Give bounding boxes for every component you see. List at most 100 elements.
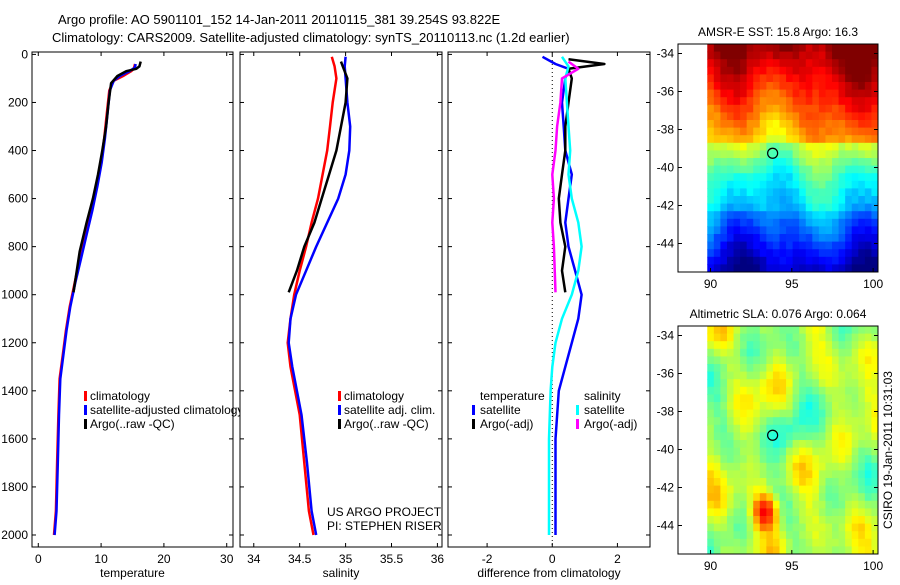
map-cell [772, 226, 781, 235]
map-cell [871, 326, 878, 335]
map-cell [818, 394, 827, 403]
map-cell [733, 150, 741, 159]
map-cell [720, 424, 728, 433]
map-cell [792, 112, 800, 121]
map-cell [864, 523, 873, 532]
map-cell [746, 264, 754, 272]
map-cell [786, 485, 794, 494]
map-cell [792, 333, 800, 342]
map-cell [753, 256, 761, 265]
map-cell [753, 211, 761, 220]
map-cell [858, 150, 866, 159]
map-cell [786, 348, 794, 357]
map-cell [825, 218, 833, 227]
map-cell [818, 409, 827, 418]
map-cell [845, 432, 853, 441]
map-cell [707, 386, 715, 395]
map-cell [851, 165, 859, 174]
map-cell [759, 538, 767, 547]
map-cell [838, 51, 846, 60]
map-cell [707, 508, 715, 517]
map-cell [825, 485, 833, 494]
map-cell [838, 364, 846, 373]
map-cell [766, 218, 774, 227]
map-cell [871, 386, 878, 395]
map-cell [720, 348, 728, 357]
map-cell [759, 546, 767, 554]
map-cell [871, 234, 878, 243]
map-cell [845, 44, 853, 53]
map-cell [805, 386, 813, 395]
map-cell [805, 417, 813, 426]
map-cell [753, 500, 761, 509]
map-cell [845, 440, 853, 449]
map-cell [759, 180, 767, 189]
map-cell [825, 493, 833, 502]
map-cell [838, 226, 846, 235]
map-cell [713, 485, 721, 494]
map-cell [818, 89, 827, 98]
map-cell [858, 531, 866, 540]
map-cell [740, 478, 748, 487]
map-cell [799, 203, 807, 212]
map-cell [713, 508, 721, 517]
map-cell [713, 364, 721, 373]
map-cell [786, 394, 794, 403]
map-cell [733, 234, 741, 243]
map-cell [753, 59, 761, 68]
map-cell [864, 203, 873, 212]
map-cell [753, 89, 761, 98]
map-cell [858, 447, 866, 456]
map-cell [753, 218, 761, 227]
map-cell [786, 188, 794, 197]
map-cell [851, 226, 859, 235]
map-cell [832, 462, 840, 471]
map-cell [832, 249, 840, 258]
map-cell [726, 348, 735, 357]
map-cell [779, 462, 787, 471]
map-cell [746, 127, 754, 136]
map-cell [871, 493, 878, 502]
map-cell [799, 158, 807, 167]
map-cell [871, 264, 878, 272]
map-cell [726, 500, 735, 509]
map-cell [799, 196, 807, 205]
map-cell [832, 417, 840, 426]
map-cell [832, 531, 840, 540]
map-cell [792, 531, 800, 540]
map-cell [720, 432, 728, 441]
map-cell [792, 356, 800, 365]
map-cell [707, 234, 715, 243]
map-cell [871, 249, 878, 258]
map-cell [713, 455, 721, 464]
map-cell [746, 226, 754, 235]
map-cell [845, 409, 853, 418]
map-cell [779, 264, 787, 272]
map-cell [818, 531, 827, 540]
map-cell [832, 538, 840, 547]
map-cell [864, 546, 873, 554]
map-cell [740, 66, 748, 75]
map-cell [779, 379, 787, 388]
y-tick-label: 1200 [1, 336, 28, 350]
map-cell [864, 485, 873, 494]
map-cell [838, 333, 846, 342]
map-cell [766, 394, 774, 403]
map-cell [707, 44, 715, 53]
map-cell [772, 333, 781, 342]
map-cell [726, 523, 735, 532]
map-cell [845, 256, 853, 265]
map-cell [845, 120, 853, 129]
map-cell [864, 234, 873, 243]
map-cell [851, 440, 859, 449]
map-cell [772, 386, 781, 395]
map-cell [753, 196, 761, 205]
map-cell [832, 59, 840, 68]
map-cell [740, 500, 748, 509]
map-cell [720, 188, 728, 197]
map-cell [825, 523, 833, 532]
map-cell [753, 66, 761, 75]
map-cell [759, 371, 767, 380]
series-line-argo-raw-qc [287, 61, 349, 293]
map-cell [772, 326, 781, 335]
